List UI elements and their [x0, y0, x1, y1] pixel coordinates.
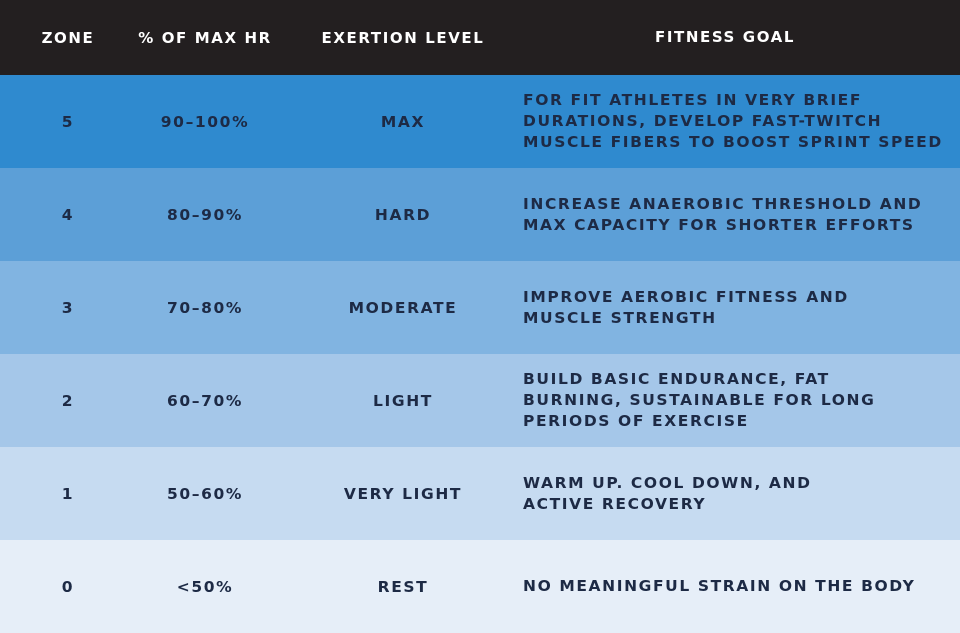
fitness-goal: IMPROVE AEROBIC FITNESS AND MUSCLE STRENG… — [523, 261, 953, 354]
goal-line: MAX CAPACITY FOR SHORTER EFFORTS — [523, 215, 915, 234]
zone-row: 1 50–60% VERY LIGHT WARM UP. COOL DOWN, AND… — [0, 447, 960, 540]
goal-line: IMPROVE AEROBIC FITNESS AND — [523, 287, 849, 306]
fitness-goal: INCREASE ANAEROBIC THRESHOLD AND MAX CAPA… — [523, 168, 953, 261]
goal-line: DURATIONS, DEVELOP FAST-TWITCH — [523, 112, 883, 130]
exertion-level: MODERATE — [348, 298, 458, 317]
goal-line: PERIODS OF EXERCISE — [523, 412, 749, 430]
max-hr: <50% — [176, 577, 234, 596]
goal-line: WARM UP. COOL DOWN, AND — [523, 473, 812, 492]
max-hr: 70–80% — [166, 298, 244, 317]
zone: 2 — [61, 391, 75, 410]
zone: 3 — [61, 298, 75, 317]
goal-line: ACTIVE RECOVERY — [523, 494, 707, 513]
exertion-level: HARD — [374, 205, 432, 224]
header-cell: EXERTION LEVEL — [321, 28, 485, 47]
goal-line: INCREASE ANAEROBIC THRESHOLD AND — [523, 194, 923, 213]
header-row: ZONE % OF MAX HR EXERTION LEVEL FITNESS GOA… — [0, 0, 960, 75]
exertion-level: VERY LIGHT — [343, 484, 463, 503]
max-hr: 60–70% — [166, 391, 244, 410]
fitness-goal: FOR FIT ATHLETES IN VERY BRIEF DURATIONS,… — [523, 75, 953, 168]
zone-row: 3 70–80% MODERATE IMPROVE AEROBIC FITNESS A… — [0, 261, 960, 354]
zone-row: 4 80–90% HARD INCREASE ANAEROBIC THRESHOLD … — [0, 168, 960, 261]
exertion-level: MAX — [380, 112, 426, 131]
header-cell: FITNESS GOAL — [654, 28, 796, 46]
zone-row: 2 60–70% LIGHT BUILD BASIC ENDURANCE, FAT BU… — [0, 354, 960, 447]
fitness-goal: BUILD BASIC ENDURANCE, FAT BURNING, SUSTA… — [523, 354, 953, 447]
zone: 0 — [61, 577, 75, 596]
max-hr: 80–90% — [166, 205, 244, 224]
goal-line: BUILD BASIC ENDURANCE, FAT — [523, 370, 830, 388]
fitness-goal: WARM UP. COOL DOWN, AND ACTIVE RECOVERY — [523, 447, 953, 540]
fitness-goal: NO MEANINGFUL STRAIN ON THE BODY — [523, 540, 953, 633]
goal-line: NO MEANINGFUL STRAIN ON THE BODY — [523, 577, 916, 595]
header-cell: % OF MAX HR — [138, 28, 272, 47]
goal-line: MUSCLE FIBERS TO BOOST SPRINT SPEED — [523, 133, 943, 151]
goal-line: FOR FIT ATHLETES IN VERY BRIEF — [523, 91, 863, 109]
zone-row: 0 <50% REST NO MEANINGFUL STRAIN ON THE BOD… — [0, 540, 960, 633]
zone: 4 — [61, 205, 75, 224]
max-hr: 90–100% — [160, 112, 250, 131]
zone-row: 5 90–100% MAX FOR FIT ATHLETES IN VERY BRIE… — [0, 75, 960, 168]
exertion-level: REST — [377, 577, 429, 596]
header-cell: ZONE — [41, 28, 95, 47]
max-hr: 50–60% — [166, 484, 244, 503]
goal-line: BURNING, SUSTAINABLE FOR LONG — [523, 391, 876, 409]
goal-line: MUSCLE STRENGTH — [523, 308, 717, 327]
zone: 1 — [61, 484, 75, 503]
exertion-level: LIGHT — [373, 391, 433, 410]
zone: 5 — [61, 112, 75, 131]
